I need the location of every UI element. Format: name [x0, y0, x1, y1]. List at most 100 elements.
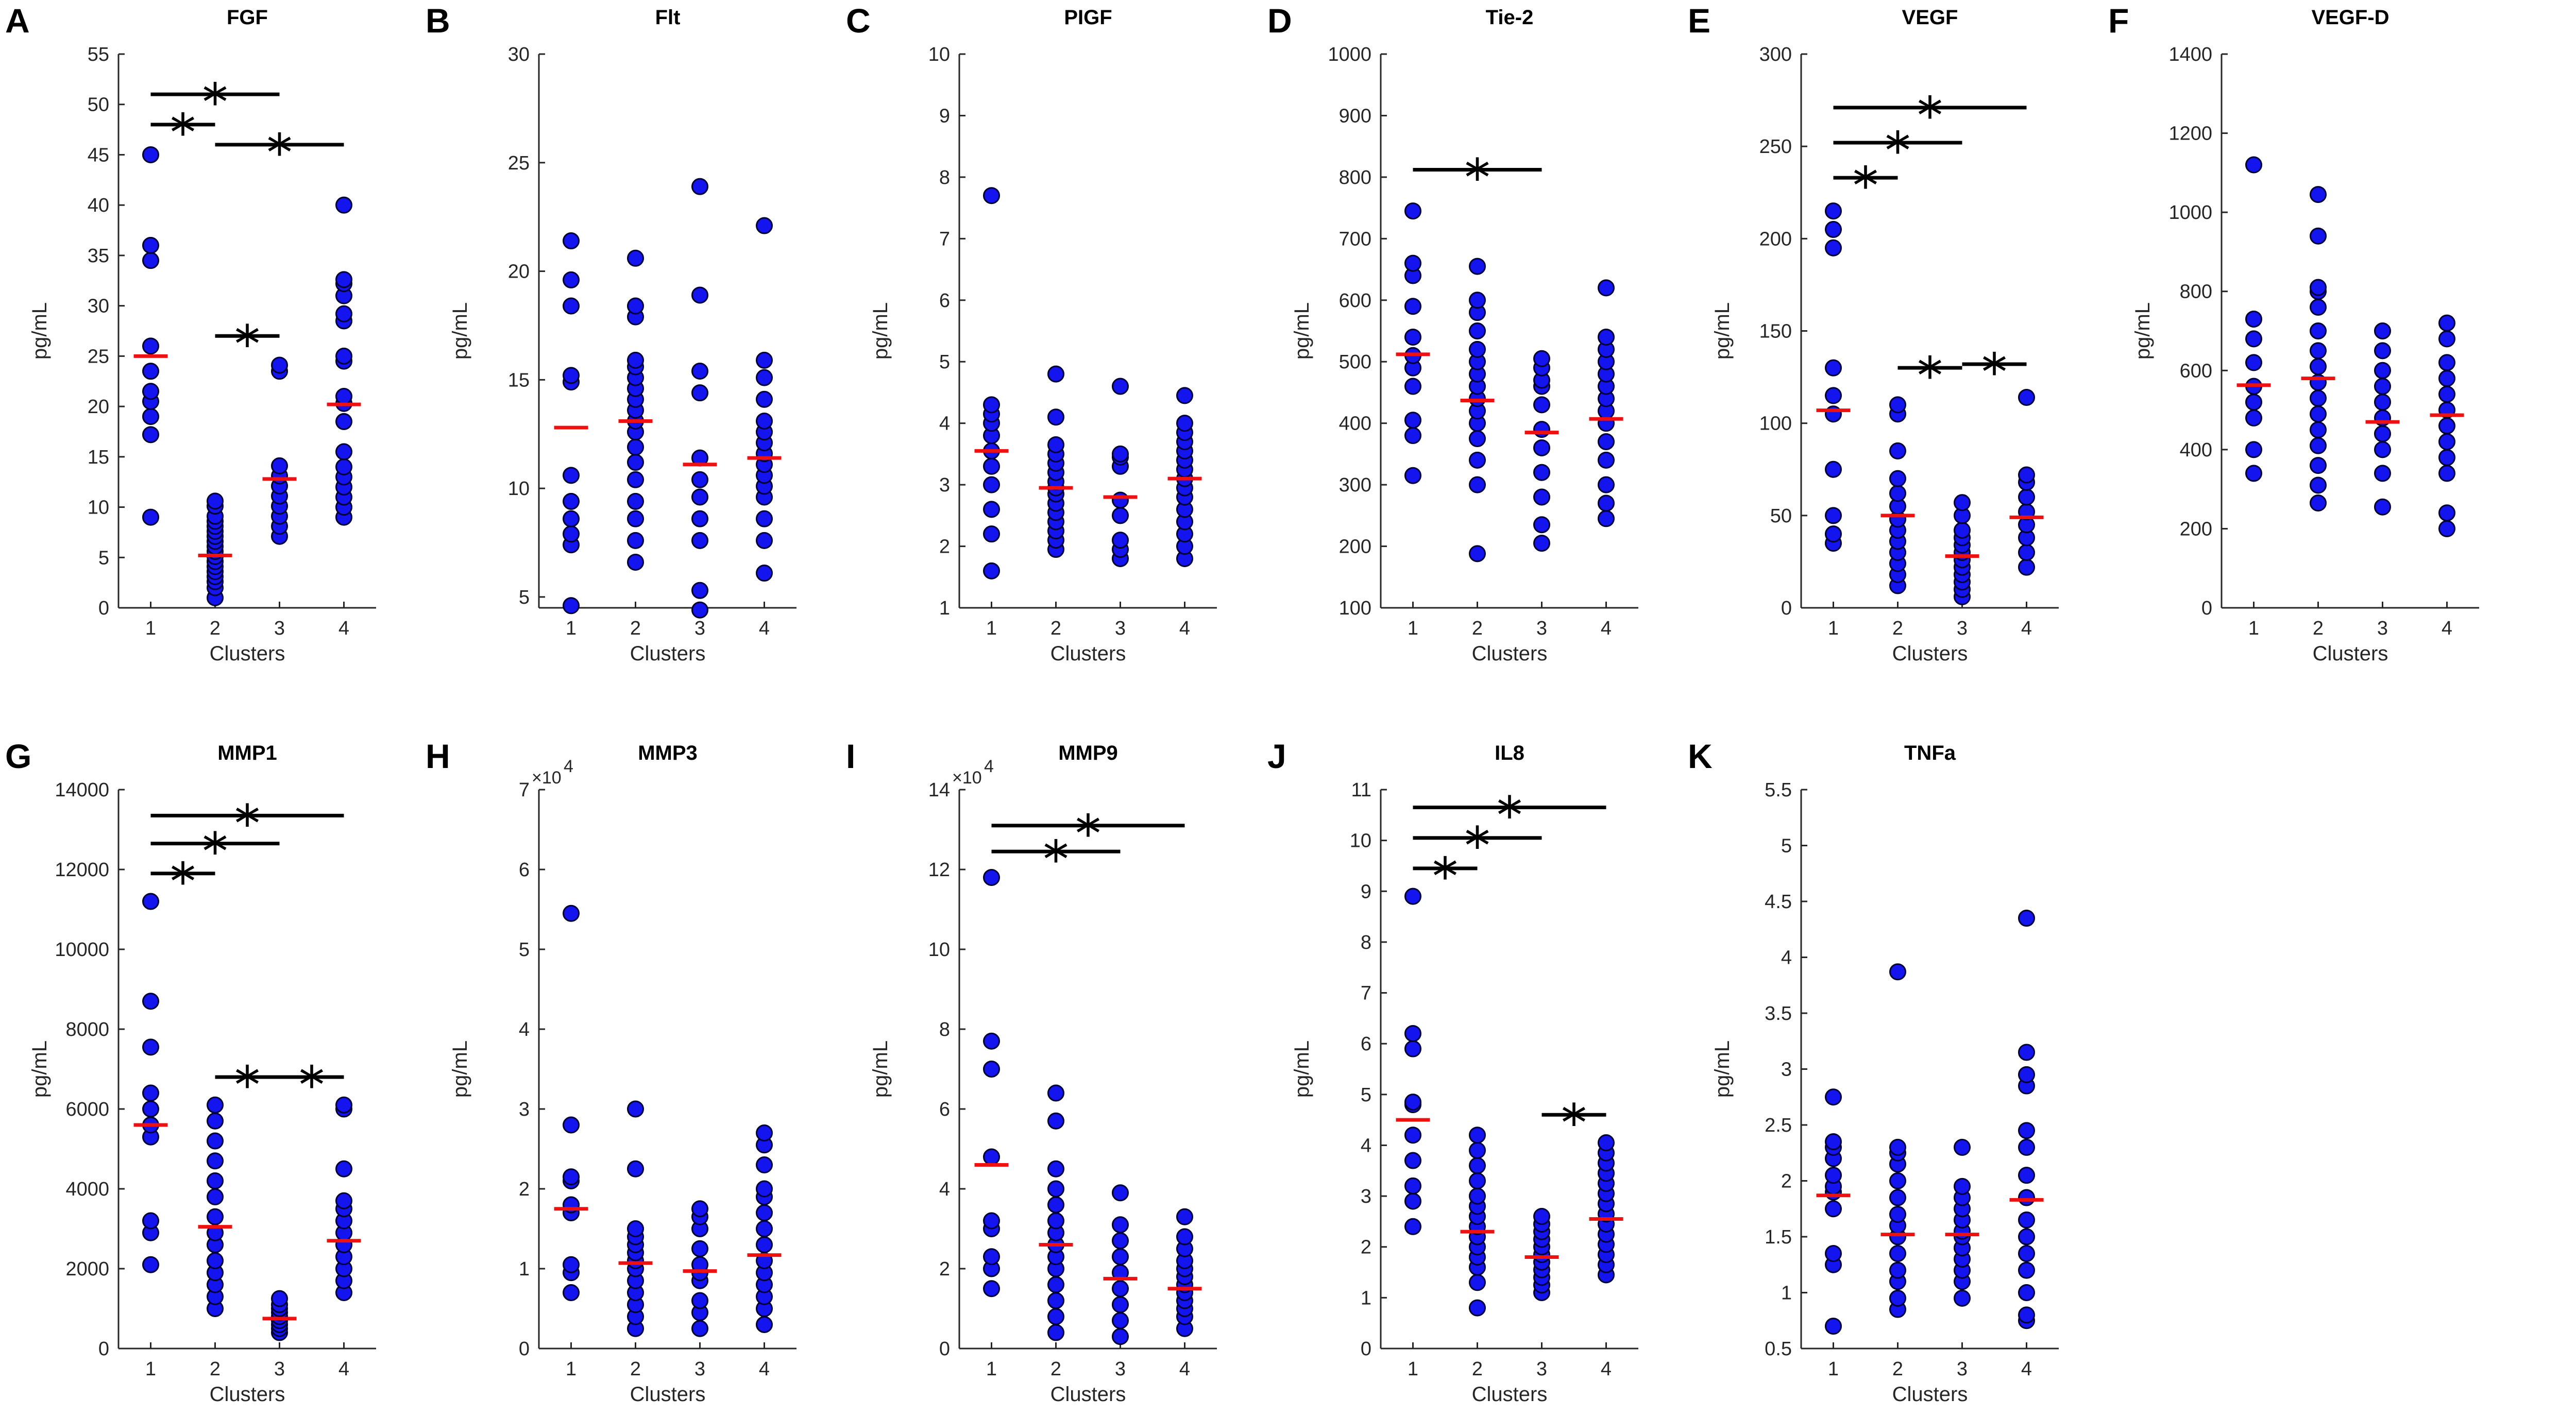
data-point — [691, 532, 708, 549]
data-point — [563, 510, 580, 527]
data-point — [2018, 544, 2035, 561]
panel-title: MMP1 — [217, 742, 277, 764]
data-point — [142, 426, 159, 443]
x-axis-label: Clusters — [1472, 1383, 1548, 1406]
y-tick-label: 8 — [939, 1019, 950, 1040]
data-point — [2018, 488, 2035, 506]
data-point — [627, 553, 644, 571]
y-tick-label: 200 — [1339, 536, 1371, 558]
y-axis-label: pg/mL — [1291, 1040, 1313, 1098]
data-point — [335, 305, 352, 322]
data-point — [1047, 1324, 1064, 1341]
y-tick-label: 1 — [939, 598, 950, 619]
data-point — [1047, 1112, 1064, 1130]
y-scale-exponent-label: 4 — [564, 757, 573, 776]
data-point — [563, 1116, 580, 1134]
y-tick-label: 300 — [1339, 474, 1371, 496]
data-point — [2310, 342, 2327, 360]
x-tick-label: 3 — [694, 1358, 705, 1380]
data-point — [1598, 510, 1615, 527]
data-point — [983, 525, 1000, 543]
x-tick-label: 4 — [338, 1358, 349, 1380]
y-tick-label: 400 — [2180, 439, 2212, 461]
y-tick-label: 8 — [939, 167, 950, 189]
data-point — [627, 351, 644, 369]
data-point — [1112, 1232, 1129, 1250]
data-point — [1533, 535, 1550, 552]
y-tick-label: 14000 — [55, 779, 109, 801]
data-point — [983, 457, 1000, 475]
data-point — [563, 492, 580, 510]
y-tick-label: 2 — [939, 536, 950, 558]
x-tick-label: 4 — [2442, 618, 2452, 639]
panel-letter: K — [1688, 737, 1713, 775]
x-tick-label: 1 — [986, 1358, 997, 1380]
data-point — [1404, 888, 1421, 905]
significance-star: * — [1885, 121, 1911, 181]
y-tick-label: 4 — [1781, 947, 1792, 969]
panel-k: K TNFa 0.5 1 1.5 2 2.5 3 3.5 4 4.5 5 5.5 1 2 3 4 Clusters… — [1688, 737, 2059, 1406]
data-point — [756, 412, 773, 430]
data-point — [2310, 186, 2327, 203]
data-point — [1598, 494, 1615, 512]
data-point — [142, 363, 159, 380]
data-point — [1889, 1189, 1906, 1206]
data-point — [1469, 292, 1486, 309]
data-point — [1825, 1088, 1842, 1106]
x-tick-label: 2 — [1050, 618, 1061, 639]
data-point — [2018, 1228, 2035, 1246]
x-tick-label: 2 — [1472, 1358, 1483, 1380]
data-point — [1047, 1292, 1064, 1309]
significance-star: * — [1432, 846, 1458, 907]
data-point — [563, 467, 580, 484]
y-scale-factor-label: ×10 — [532, 768, 562, 788]
x-tick-label: 1 — [566, 1358, 577, 1380]
x-tick-label: 2 — [2313, 618, 2324, 639]
data-point — [207, 1188, 224, 1205]
y-tick-label: 800 — [2180, 281, 2212, 303]
x-tick-label: 1 — [1828, 618, 1839, 639]
data-point — [563, 1256, 580, 1273]
y-tick-label: 10 — [1350, 830, 1371, 852]
data-point — [1889, 1138, 1906, 1156]
x-tick-label: 3 — [274, 618, 285, 639]
data-point — [1889, 963, 1906, 981]
data-point — [335, 1192, 352, 1209]
data-point — [1047, 408, 1064, 426]
data-point — [207, 1172, 224, 1189]
data-point — [627, 454, 644, 471]
data-point — [1404, 1025, 1421, 1042]
y-tick-label: 6 — [1361, 1033, 1371, 1055]
x-tick-label: 4 — [1601, 1358, 1612, 1380]
data-point — [1469, 1172, 1486, 1189]
data-point — [2245, 409, 2262, 426]
data-point — [2374, 362, 2391, 379]
significance-star: * — [1497, 786, 1522, 846]
data-point — [1825, 387, 1842, 404]
y-tick-label: 10 — [508, 478, 530, 500]
data-point — [563, 597, 580, 615]
x-axis-label: Clusters — [1892, 1383, 1968, 1406]
y-tick-label: 0 — [2201, 598, 2212, 619]
significance-star: * — [1917, 346, 1943, 406]
data-point — [1112, 378, 1129, 395]
data-point — [691, 362, 708, 380]
data-point — [142, 146, 159, 163]
data-point — [1825, 1133, 1842, 1151]
y-tick-label: 0 — [98, 1338, 109, 1360]
data-point — [207, 1096, 224, 1114]
data-point — [983, 187, 1000, 204]
data-point — [1404, 1192, 1421, 1210]
y-tick-label: 150 — [1759, 321, 1792, 343]
data-point — [1533, 439, 1550, 456]
data-point — [1469, 1274, 1486, 1291]
significance-star: * — [1465, 816, 1490, 876]
data-point — [1176, 1208, 1193, 1225]
y-tick-label: 20 — [508, 261, 530, 283]
y-tick-label: 4 — [939, 413, 950, 435]
x-tick-label: 3 — [2377, 618, 2388, 639]
x-axis-label: Clusters — [1472, 642, 1548, 665]
